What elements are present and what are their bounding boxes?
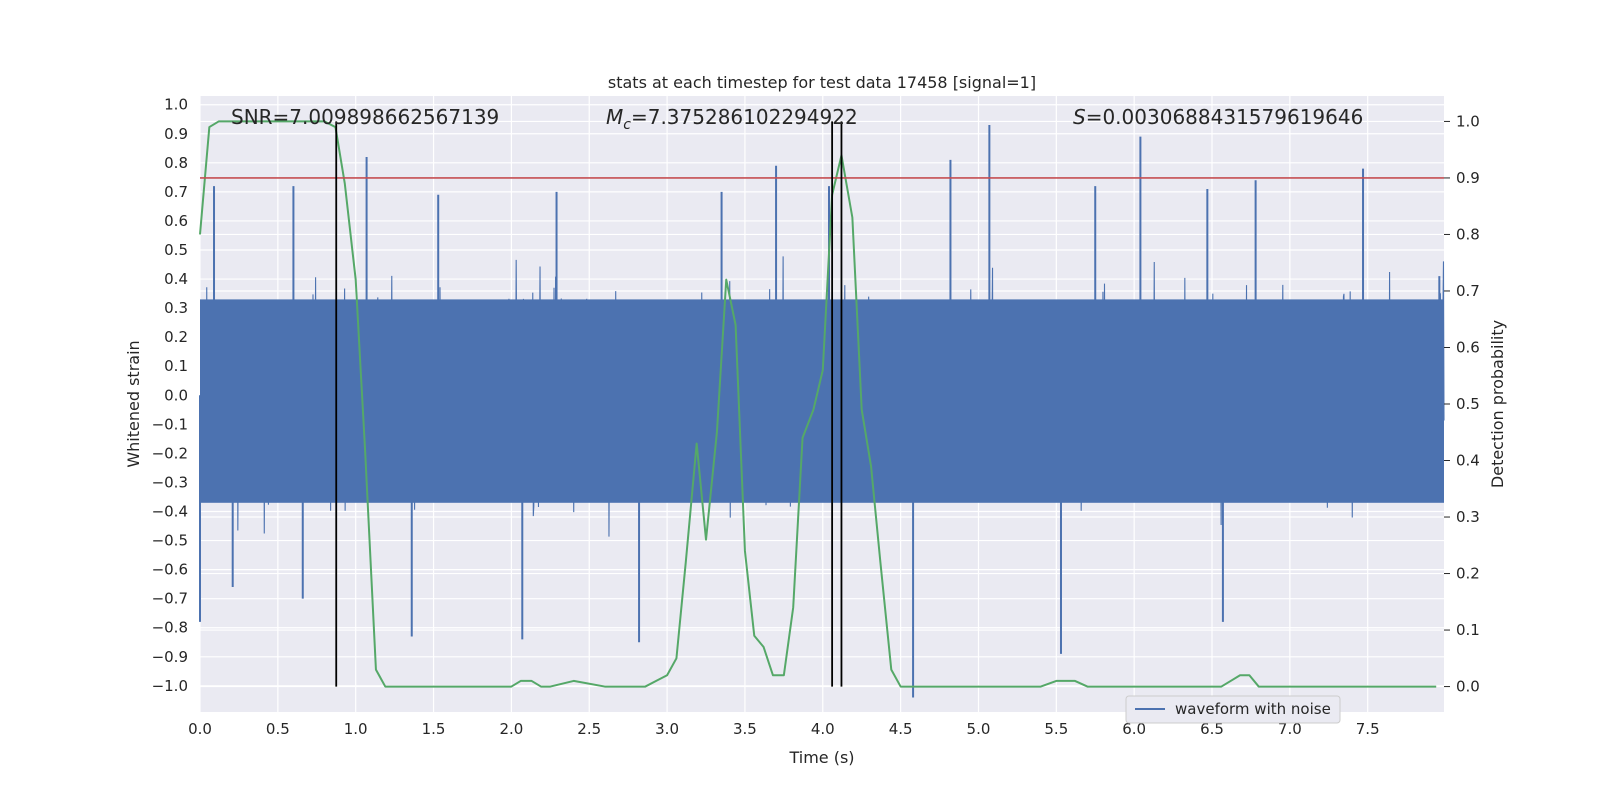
y-tick-label-left: 0.7	[164, 183, 188, 201]
y-tick-label-left: 0.4	[164, 270, 188, 288]
y-tick-label-left: 0.2	[164, 328, 188, 346]
waveform-series	[199, 125, 1445, 698]
s-annotation: S=0.0030688431579619646	[1073, 105, 1363, 129]
detection-probability-line	[199, 120, 1437, 688]
x-tick-label: 5.0	[967, 720, 991, 738]
y-tick-label-right: 0.8	[1456, 225, 1480, 243]
x-tick-label: 2.5	[577, 720, 601, 738]
y-tick-label-left: 0.1	[164, 357, 188, 375]
x-tick-label: 5.5	[1044, 720, 1068, 738]
legend-entry-waveform: waveform with noise	[1175, 700, 1331, 718]
y-tick-label-left: 0.9	[164, 125, 188, 143]
snr-annotation: SNR=7.009898662567139	[231, 105, 499, 129]
legend: waveform with noise	[1125, 695, 1341, 724]
y-tick-label-left: −0.8	[152, 619, 188, 637]
y-tick-label-left: −0.9	[152, 648, 188, 666]
x-tick-label: 3.0	[655, 720, 679, 738]
y-tick-label-right: 0.4	[1456, 452, 1480, 470]
waveform-core-band	[200, 299, 1444, 503]
chart-title: stats at each timestep for test data 174…	[608, 73, 1036, 92]
y-tick-label-left: 1.0	[164, 96, 188, 114]
y-tick-label-right: 0.6	[1456, 338, 1480, 356]
y-tick-label-right: 1.0	[1456, 112, 1480, 130]
y-tick-label-right: 0.0	[1456, 678, 1480, 696]
y-tick-labels-left: 1.0 0.9 0.8 0.7 0.6 0.5 0.4 0.3 0.2 0.1 0.0 −0.1 −0.…	[152, 96, 188, 695]
x-tick-labels: 0.0 0.5 1.0 1.5 2.0 2.5 3.0 3.5 4.0 4.5 5.0 5.5 6.0 6…	[188, 720, 1380, 738]
y-tick-label-left: 0.3	[164, 299, 188, 317]
y-tick-label-left: −0.6	[152, 561, 188, 579]
x-tick-label: 3.5	[733, 720, 757, 738]
y-tick-label-left: −0.5	[152, 532, 188, 550]
y-tick-label-left: −0.7	[152, 590, 188, 608]
y-tick-label-left: 0.5	[164, 241, 188, 259]
y-tick-label-right: 0.5	[1456, 395, 1480, 413]
x-tick-label: 1.5	[422, 720, 446, 738]
y-tick-label-left: −0.3	[152, 473, 188, 491]
y-tick-label-left: −0.1	[152, 415, 188, 433]
x-axis-label: Time (s)	[788, 748, 854, 767]
y-tick-label-left: 0.6	[164, 212, 188, 230]
legend-box	[1125, 695, 1341, 724]
x-tick-label: 1.0	[344, 720, 368, 738]
x-tick-label: 4.0	[811, 720, 835, 738]
x-tick-label: 7.5	[1356, 720, 1380, 738]
x-tick-label: 2.0	[499, 720, 523, 738]
s-value: =0.0030688431579619646	[1086, 105, 1364, 129]
mc-annotation: Mc=7.375286102294922	[606, 105, 858, 133]
y-tick-label-right: 0.1	[1456, 621, 1480, 639]
y-tick-label-left: 0.8	[164, 154, 188, 172]
y-tick-label-right: 0.9	[1456, 169, 1480, 187]
y-tick-label-left: −0.2	[152, 444, 188, 462]
y-tick-label-right: 0.3	[1456, 508, 1480, 526]
vertical-lines	[335, 121, 843, 687]
y-tick-labels-right: 1.0 0.9 0.8 0.7 0.6 0.5 0.4 0.3 0.2 0.1 0.0	[1444, 112, 1480, 696]
y-axis-label-right: Detection probability	[1488, 320, 1507, 488]
x-tick-label: 4.5	[889, 720, 913, 738]
y-tick-label-left: −0.4	[152, 503, 188, 521]
mc-value: =7.375286102294922	[631, 105, 858, 129]
detection-probability-series	[199, 120, 1437, 688]
y-axis-label-left: Whitened strain	[124, 340, 143, 467]
x-tick-label: 7.0	[1278, 720, 1302, 738]
x-tick-label: 0.0	[188, 720, 212, 738]
y-tick-label-left: −1.0	[152, 677, 188, 695]
s-symbol: S	[1073, 105, 1086, 129]
y-tick-label-right: 0.7	[1456, 282, 1480, 300]
y-tick-label-left: 0.0	[164, 386, 188, 404]
x-tick-label: 0.5	[266, 720, 290, 738]
y-tick-label-right: 0.2	[1456, 565, 1480, 583]
mc-symbol: M	[606, 105, 623, 129]
mc-subscript: c	[623, 117, 631, 133]
x-tick-label: 6.5	[1200, 720, 1224, 738]
x-tick-label: 6.0	[1122, 720, 1146, 738]
